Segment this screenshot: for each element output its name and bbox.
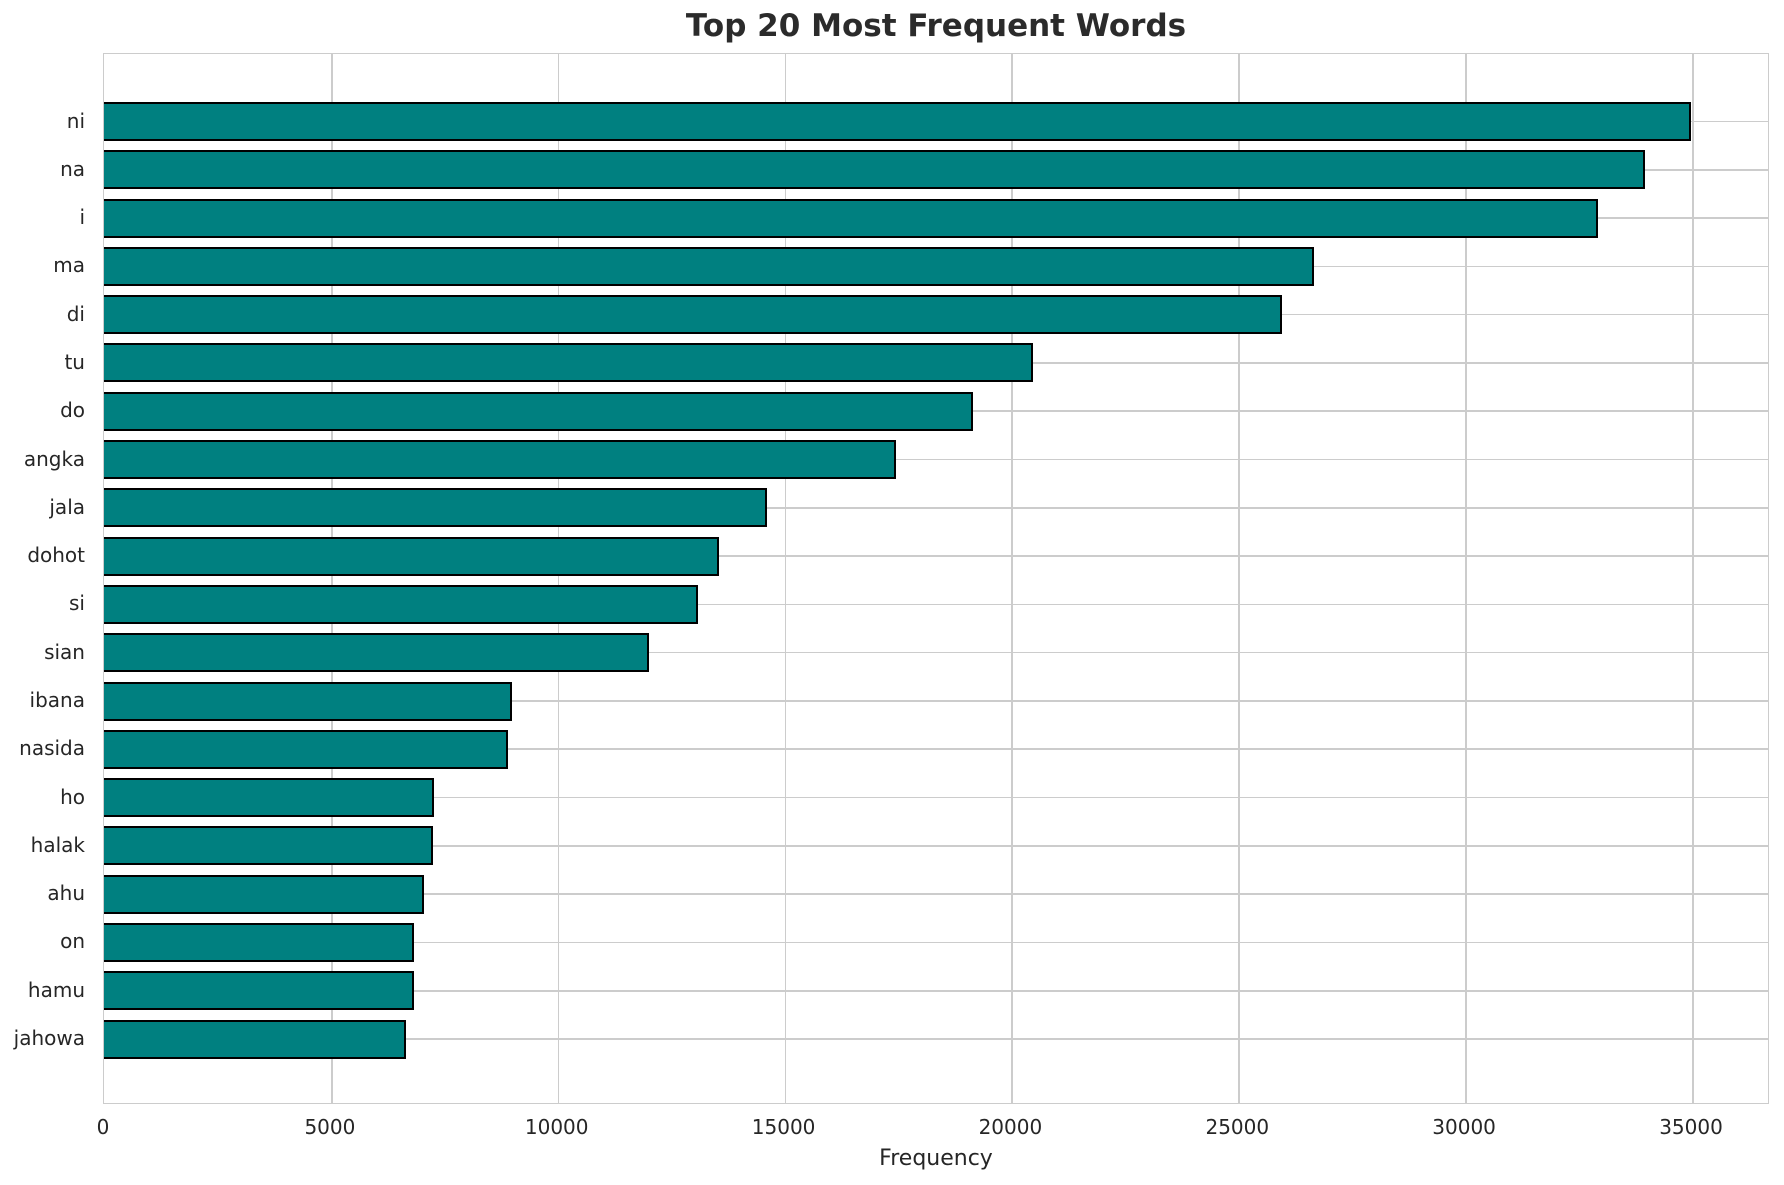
x-axis-label: Frequency: [879, 1146, 993, 1171]
bar-i: [104, 198, 1598, 238]
y-gridline: [104, 555, 1768, 557]
y-gridline: [104, 458, 1768, 461]
bar-di: [104, 295, 1282, 335]
y-tick-label: hamu: [27, 977, 85, 1002]
x-gridline: [557, 54, 560, 1103]
plot-area: [103, 53, 1769, 1104]
bar-nasida: [104, 729, 508, 769]
y-gridline: [104, 845, 1768, 847]
bar-do: [104, 391, 973, 431]
bar-ma: [104, 246, 1314, 286]
x-gridline: [1465, 54, 1467, 1103]
y-gridline: [104, 893, 1768, 895]
y-gridline: [104, 507, 1768, 509]
y-tick-label: ho: [60, 784, 85, 809]
y-gridline: [104, 989, 1768, 992]
bar-si: [104, 584, 698, 624]
x-tick-label: 5000: [304, 1115, 356, 1139]
bar-ahu: [104, 874, 424, 914]
x-tick-label: 10000: [524, 1115, 589, 1139]
x-tick-label: 0: [96, 1115, 110, 1139]
y-tick-label: ni: [66, 108, 85, 133]
x-gridline: [1238, 54, 1240, 1103]
bar-sian: [104, 633, 650, 673]
x-gridline: [784, 54, 787, 1103]
x-tick-label: 20000: [978, 1115, 1043, 1139]
y-gridline: [104, 651, 1768, 654]
y-gridline: [104, 941, 1768, 944]
bar-halak: [104, 826, 433, 866]
bar-ibana: [104, 681, 512, 721]
y-tick-label: angka: [23, 446, 85, 471]
y-tick-label: na: [60, 156, 85, 181]
y-gridline: [104, 603, 1768, 606]
bar-na: [104, 150, 1646, 190]
bar-ni: [104, 102, 1692, 141]
bar-ho: [104, 778, 434, 818]
x-gridline: [1692, 54, 1694, 1103]
bar-angka: [104, 440, 897, 479]
y-tick-label: halak: [30, 832, 85, 857]
x-tick-label: 25000: [1205, 1115, 1270, 1139]
x-gridline: [330, 54, 333, 1103]
y-tick-label: jahowa: [13, 1026, 85, 1050]
y-tick-label: do: [60, 398, 85, 423]
y-tick-label: dohot: [27, 543, 85, 568]
y-tick-label: ibana: [29, 688, 85, 712]
x-gridline: [1011, 54, 1014, 1103]
y-tick-label: ahu: [47, 881, 85, 906]
y-tick-label: nasida: [19, 736, 85, 761]
y-tick-label: i: [79, 205, 85, 230]
chart-title: Top 20 Most Frequent Words: [685, 8, 1187, 44]
y-tick-label: on: [60, 929, 85, 954]
y-gridline: [104, 700, 1768, 702]
x-tick-label: 15000: [751, 1115, 816, 1139]
y-gridline: [104, 748, 1768, 751]
x-tick-label: 35000: [1659, 1115, 1723, 1139]
y-tick-label: si: [69, 591, 85, 616]
x-tick-label: 30000: [1432, 1115, 1496, 1139]
y-tick-label: di: [66, 301, 85, 326]
y-gridline: [104, 796, 1768, 799]
bar-jala: [104, 488, 767, 528]
bar-hamu: [104, 971, 414, 1011]
y-tick-label: ma: [53, 253, 85, 278]
bar-on: [104, 922, 415, 962]
bar-tu: [104, 343, 1034, 383]
y-tick-label: tu: [64, 349, 85, 374]
bar-jahowa: [104, 1019, 407, 1059]
bar-dohot: [104, 536, 719, 576]
y-gridline: [104, 1038, 1768, 1040]
y-tick-label: sian: [44, 639, 85, 664]
y-tick-label: jala: [49, 494, 85, 519]
